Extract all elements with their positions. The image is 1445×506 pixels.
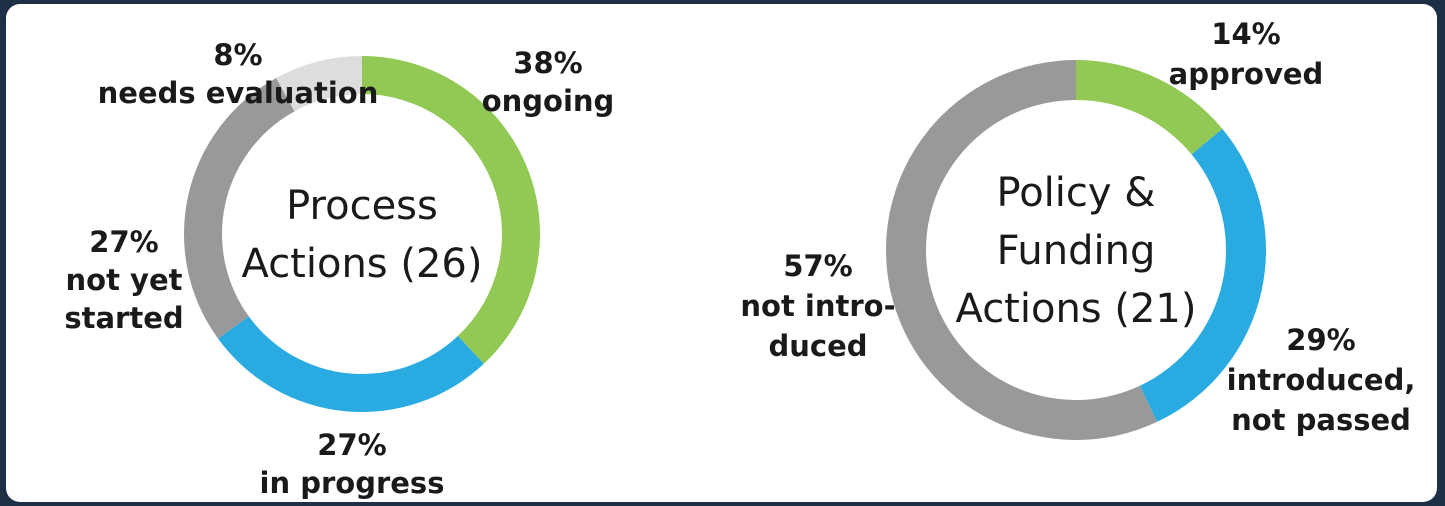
slice-ongoing <box>362 56 540 364</box>
slice-in-progress <box>217 316 484 413</box>
process-actions-donut: Process Actions (26) 38% ongoing 27% in progr… <box>64 38 614 500</box>
slice-label-in-progress: 27% in progress <box>260 428 445 500</box>
slice-approved <box>1076 60 1223 155</box>
slice-label-ongoing: 38% ongoing <box>482 46 615 118</box>
donut-center-title: Process Actions (26) <box>242 183 483 287</box>
chart-panel: Process Actions (26) 38% ongoing 27% in progr… <box>6 4 1437 502</box>
policy-funding-actions-donut: Policy & Funding Actions (21) 14% approved 29… <box>740 17 1415 440</box>
slice-label-needs-evaluation: 8% needs evaluation <box>98 38 379 110</box>
slice-label-approved: 14% approved <box>1169 17 1324 91</box>
slice-not-intro-duced <box>886 60 1157 440</box>
slice-label-introduced-not-passed: 29% introduced, not passed <box>1227 323 1416 437</box>
donut-charts: Process Actions (26) 38% ongoing 27% in progr… <box>64 17 1415 500</box>
slice-needs-evaluation <box>276 56 362 112</box>
slice-label-not-intro-duced: 57% not intro-duced <box>740 249 895 363</box>
donut-center-title: Policy & Funding Actions (21) <box>956 170 1197 332</box>
slice-label-not-yet-started: 27% not yet started <box>64 225 183 335</box>
slice-introduced-not-passed <box>1139 128 1266 422</box>
slice-not-yet-started <box>183 78 295 339</box>
